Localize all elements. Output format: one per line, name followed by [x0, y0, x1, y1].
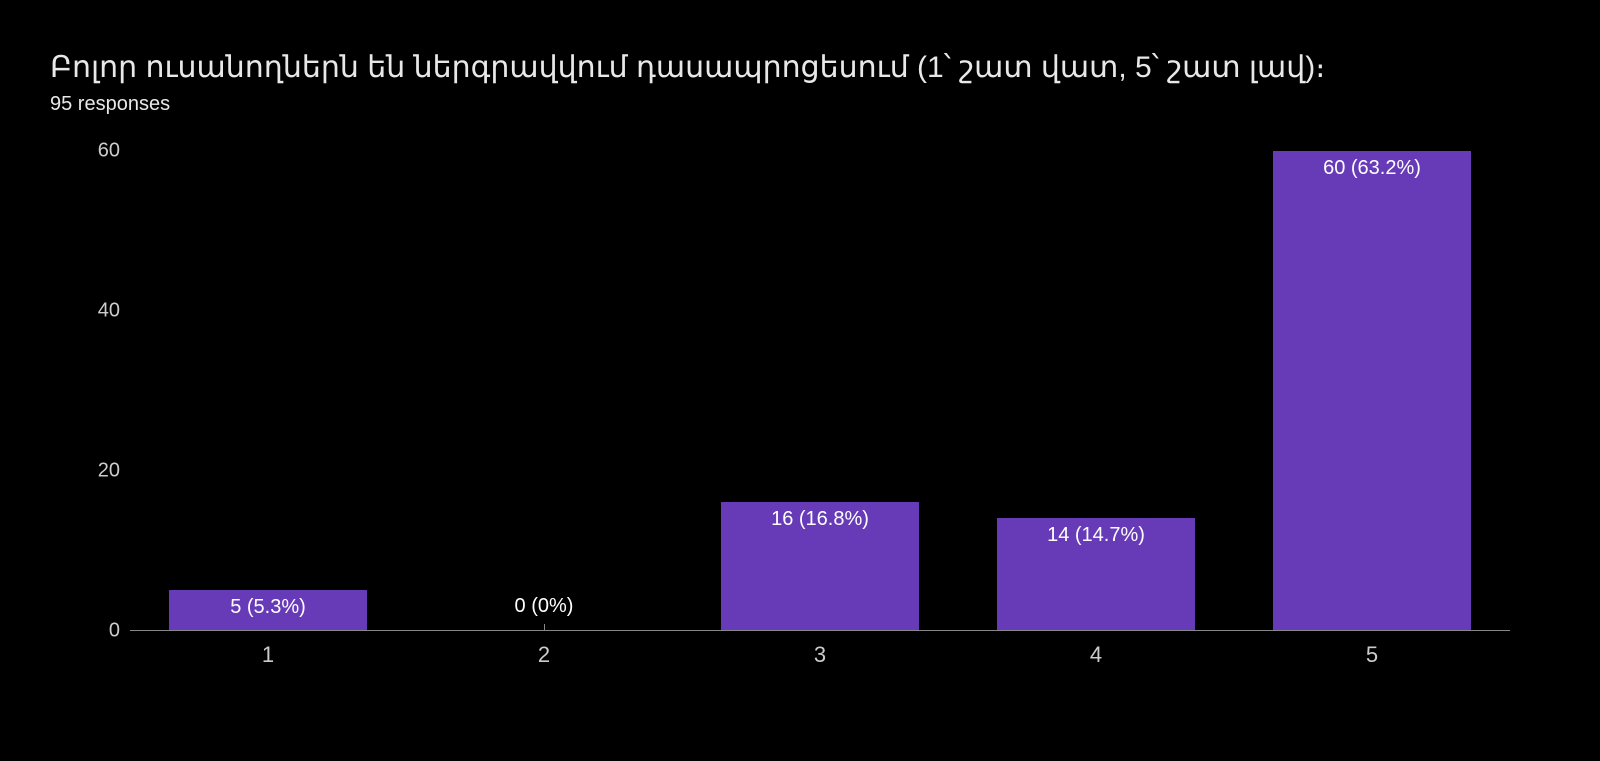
y-tick: 40 — [98, 300, 120, 323]
bar: 60 (63.2%) — [1273, 151, 1472, 630]
y-axis: 0204060 — [80, 151, 130, 631]
chart-title: Բոլոր ուսանողներն են ներգրավվում դասապրո… — [50, 50, 1550, 85]
x-axis-label: 3 — [682, 642, 958, 668]
bar-slot: 60 (63.2%) — [1234, 151, 1510, 630]
bar: 16 (16.8%) — [721, 502, 920, 630]
plot-area: 5 (5.3%) 0 (0%) 16 (16.8%) 14 (14.7%) 60 (63… — [130, 151, 1510, 631]
y-tick: 0 — [109, 620, 120, 643]
chart-container: 0204060 5 (5.3%)0 (0%)16 (16.8%)14 (14.7… — [130, 151, 1510, 631]
zero-marker — [544, 624, 545, 630]
x-axis-label: 4 — [958, 642, 1234, 668]
x-axis-label: 5 — [1234, 642, 1510, 668]
bar-value-label: 16 (16.8%) — [771, 508, 869, 531]
bar-value-label: 5 (5.3%) — [230, 596, 306, 619]
x-axis-label: 1 — [130, 642, 406, 668]
y-tick: 60 — [98, 140, 120, 163]
bar-slot: 0 (0%) — [406, 151, 682, 630]
bar-value-label: 60 (63.2%) — [1323, 157, 1421, 180]
bars-group: 5 (5.3%) 0 (0%) 16 (16.8%) 14 (14.7%) 60 (63… — [130, 151, 1510, 630]
y-tick: 20 — [98, 460, 120, 483]
bar: 5 (5.3%) — [169, 590, 368, 630]
x-axis-label: 2 — [406, 642, 682, 668]
bar-slot: 16 (16.8%) — [682, 151, 958, 630]
chart-subtitle: 95 responses — [50, 93, 1550, 116]
bar-slot: 5 (5.3%) — [130, 151, 406, 630]
bar-value-label: 14 (14.7%) — [1047, 524, 1145, 547]
bar-value-label: 0 (0%) — [515, 595, 574, 618]
bar: 14 (14.7%) — [997, 518, 1196, 630]
x-axis: 12345 — [130, 642, 1510, 668]
bar-slot: 14 (14.7%) — [958, 151, 1234, 630]
